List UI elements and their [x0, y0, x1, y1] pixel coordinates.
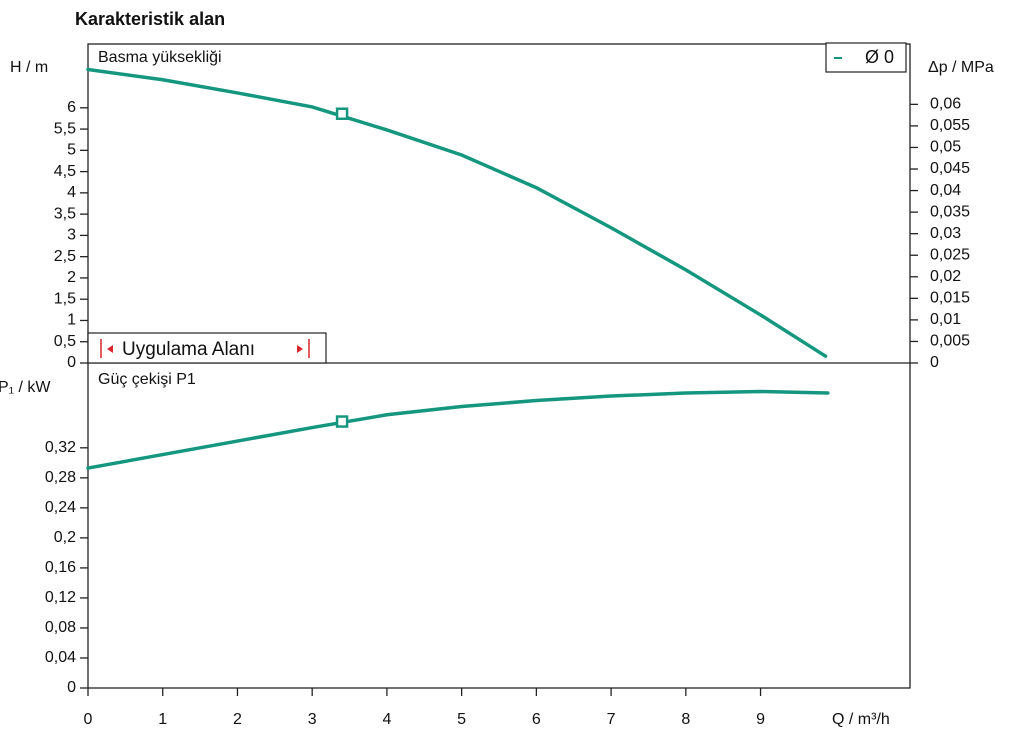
y2-tick-label: 0,015: [930, 290, 970, 307]
y-tick-label: 4,5: [54, 163, 76, 180]
y2-tick-label: 0,02: [930, 268, 961, 285]
y-tick-label: 1,5: [54, 290, 76, 307]
annotation-text: Uygulama Alanı: [122, 339, 255, 360]
y-tick-label: 1: [67, 312, 76, 329]
x-axis-label: Q / m³/h: [832, 711, 890, 728]
y-tick-label: 0: [67, 679, 76, 696]
annotation-arrow: [297, 345, 303, 353]
y-tick-label: 0,5: [54, 333, 76, 350]
series-line: [86, 67, 828, 358]
x-tick-label: 6: [532, 711, 541, 728]
y2-tick-label: 0,03: [930, 225, 961, 242]
y-axis-label: H / m: [10, 59, 48, 76]
y2-tick-label: 0,005: [930, 333, 970, 350]
y2-tick-label: 0,06: [930, 96, 961, 113]
y-tick-label: 2: [67, 269, 76, 286]
y2-tick-label: 0,055: [930, 117, 970, 134]
y-tick-label: 3,5: [54, 205, 76, 222]
panel-label: Güç çekişi P1: [98, 371, 196, 388]
x-tick-label: 2: [233, 711, 242, 728]
x-tick-label: 4: [382, 711, 391, 728]
y-tick-label: 0,24: [45, 499, 76, 516]
x-tick-label: 3: [308, 711, 317, 728]
y-tick-label: 5,5: [54, 120, 76, 137]
x-tick-label: 5: [457, 711, 466, 728]
x-tick-label: 8: [681, 711, 690, 728]
y2-tick-label: 0,01: [930, 311, 961, 328]
x-tick-label: 0: [84, 711, 93, 728]
y-tick-label: 0,08: [45, 619, 76, 636]
x-tick-label: 1: [158, 711, 167, 728]
annotation-box: [87, 332, 327, 364]
annotation-arrow: [107, 345, 113, 353]
annotation: Uygulama Alanı: [87, 332, 327, 364]
y-tick-label: 3: [67, 227, 76, 244]
y2-tick-label: 0: [930, 354, 939, 371]
legend: Ø 0: [825, 42, 907, 73]
y-tick-label: 5: [67, 142, 76, 159]
y-tick-label: 0,2: [54, 529, 76, 546]
y-tick-label: 2,5: [54, 248, 76, 265]
y-tick-label: 0,28: [45, 469, 76, 486]
x-tick-label: 9: [756, 711, 765, 728]
plot-frame: [87, 43, 911, 689]
x-tick-label: 7: [607, 711, 616, 728]
y2-tick-label: 0,025: [930, 246, 970, 263]
y-tick-label: 0,16: [45, 559, 76, 576]
y-axis-label: P₁ / kW: [0, 379, 51, 396]
operating-point: [335, 415, 349, 428]
y2-axis-label: Δp / MPa: [928, 59, 994, 76]
y-tick-label: 0,32: [45, 439, 76, 456]
series-line: [86, 389, 830, 470]
operating-point: [335, 107, 349, 121]
y2-tick-label: 0,035: [930, 203, 970, 220]
legend-label: Ø 0: [865, 47, 894, 67]
chart-title: Karakteristik alan: [75, 9, 225, 29]
y-tick-label: 0,12: [45, 589, 76, 606]
y-tick-label: 0,04: [45, 649, 76, 666]
y-tick-label: 0: [67, 354, 76, 371]
panel-label: Basma yüksekliği: [98, 49, 222, 66]
y-tick-label: 4: [67, 184, 76, 201]
y2-tick-label: 0,045: [930, 160, 970, 177]
y2-tick-label: 0,04: [930, 182, 961, 199]
y-tick-label: 6: [67, 99, 76, 116]
y2-tick-label: 0,05: [930, 139, 961, 156]
